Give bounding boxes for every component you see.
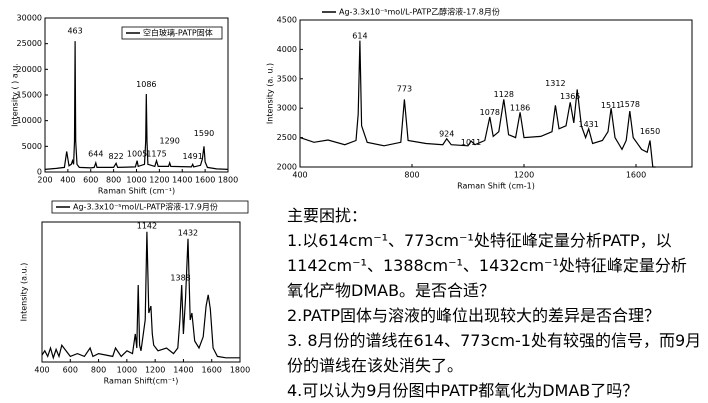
legend-label: Ag-3.3x10⁻⁵mol/L-PATP溶液-17.9月份 (73, 202, 218, 212)
y-tick-label: 25000 (17, 39, 42, 48)
x-tick-label: 1000 (126, 176, 146, 185)
x-tick-label: 1200 (149, 176, 169, 185)
notes: 主要困扰： 1.以614cm⁻¹、773cm⁻¹处特征峰定量分析PATP，以11… (287, 203, 702, 403)
y-tick-label: 4500 (277, 16, 297, 25)
y-tick-label: 4000 (277, 45, 297, 54)
y-tick-label: 15000 (17, 91, 42, 100)
y-axis-label: Intensity ( ) a.u. (11, 63, 20, 127)
peak-label: 1290 (159, 137, 179, 146)
legend-label: 空白玻璃-PATP固体 (143, 28, 213, 38)
peak-label: 1005 (127, 150, 147, 159)
x-tick-label: 400 (60, 176, 75, 185)
peak-label: 1312 (545, 79, 565, 88)
x-tick-label: 1600 (195, 176, 215, 185)
note-item: 3. 8月份的谱线在614、773cm-1处有较强的信号，而9月份的谱线在该处消… (287, 331, 702, 375)
x-tick-label: 400 (292, 171, 307, 180)
x-tick-label: 600 (63, 366, 78, 375)
peak-label: 1078 (480, 108, 500, 117)
y-axis-label: Intensity (a.u.) (20, 263, 29, 322)
legend-label: Ag-3.3x10⁻⁵mol/L-PATP乙醇溶液-17.8月份 (339, 7, 500, 17)
x-tick-label: 1600 (626, 171, 646, 180)
y-tick-label: 5000 (22, 142, 42, 151)
legend-box (121, 26, 223, 40)
peak-label: 1128 (494, 90, 514, 99)
note-item: 1.以614cm⁻¹、773cm⁻¹处特征峰定量分析PATP，以1142cm⁻¹… (287, 231, 687, 300)
peak-label: 1365 (560, 92, 580, 101)
plot-frame (41, 221, 241, 363)
x-tick-label: 1200 (514, 171, 534, 180)
peak-label: 1388 (170, 274, 190, 283)
y-tick-label: 10000 (17, 116, 42, 125)
peak-label: 644 (88, 150, 103, 159)
spectrum-line (299, 40, 656, 168)
peak-label: 463 (67, 26, 82, 35)
y-axis-label: Intensity (a. u.) (266, 63, 275, 124)
x-tick-label: 800 (404, 171, 419, 180)
peak-label: 614 (352, 31, 367, 40)
notes-heading: 主要困扰： (287, 206, 368, 225)
legend-box (51, 200, 249, 214)
peak-label: 1175 (146, 150, 166, 159)
peak-label: 773 (397, 84, 412, 93)
y-tick-label: 3000 (277, 104, 297, 113)
x-axis-label: Raman Shift (cm⁻¹) (98, 187, 175, 196)
x-tick-label: 200 (37, 176, 52, 185)
peak-label: 1431 (579, 120, 599, 129)
peak-label: 1491 (182, 152, 202, 161)
peak-label: 1086 (136, 80, 156, 89)
peak-label: 1186 (510, 104, 530, 113)
peak-label: 924 (439, 130, 454, 139)
x-tick-label: 800 (91, 366, 106, 375)
x-axis-label: Raman Shift(cm⁻¹) (104, 377, 179, 386)
spectrum-line (44, 41, 229, 170)
peak-label: 1511 (601, 101, 621, 110)
x-tick-label: 1200 (145, 366, 165, 375)
x-axis-label: Raman Shift (cm-1) (457, 182, 535, 191)
peak-label: 1011 (461, 138, 481, 147)
note-item: 2.PATP固体与溶液的峰位出现较大的差异是否合理？ (287, 306, 661, 325)
plot-frame (299, 19, 693, 168)
peak-label: 1578 (620, 100, 640, 109)
y-tick-label: 20000 (17, 65, 42, 74)
spectrum-line (41, 231, 240, 360)
note-item: 4.可以认为9月份图中PATP都氧化为DMAB了吗？ (287, 381, 639, 400)
x-tick-label: 1600 (202, 366, 222, 375)
x-tick-label: 1400 (172, 176, 192, 185)
x-tick-label: 1000 (117, 366, 137, 375)
x-tick-label: 1800 (218, 176, 238, 185)
peak-label: 1432 (178, 229, 198, 238)
peak-label: 1590 (194, 129, 214, 138)
y-tick-label: 2500 (277, 133, 297, 142)
y-tick-label: 30000 (17, 14, 42, 23)
peak-label: 822 (109, 152, 124, 161)
x-tick-label: 800 (106, 176, 121, 185)
peak-label: 1142 (137, 222, 157, 231)
y-tick-label: 0 (37, 168, 42, 177)
x-tick-label: 400 (34, 366, 49, 375)
y-tick-label: 3500 (277, 74, 297, 83)
peak-label: 1650 (640, 127, 660, 136)
x-tick-label: 600 (83, 176, 98, 185)
x-tick-label: 1800 (230, 366, 250, 375)
x-tick-label: 1400 (173, 366, 193, 375)
y-tick-label: 2000 (277, 163, 297, 172)
